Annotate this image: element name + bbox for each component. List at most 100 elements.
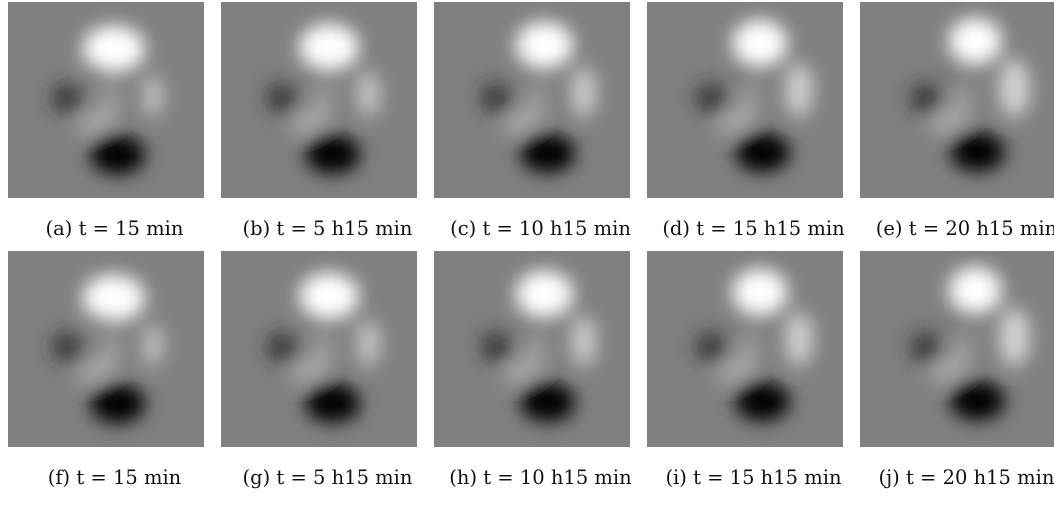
field-blob: [299, 313, 323, 330]
subfigure-caption: (c) t = 10 h15 min: [434, 217, 647, 240]
time-caption: t = 15 h15 min: [693, 466, 842, 489]
field-blob: [77, 105, 120, 134]
field-blob: [503, 105, 546, 134]
subfigure-panel: (d) t = 15 h15 min: [647, 2, 860, 247]
field-blob: [503, 354, 546, 383]
field-blob: [948, 17, 1002, 65]
field-blob: [512, 313, 536, 330]
time-caption: t = 20 h15 min: [906, 466, 1054, 489]
field-image: [860, 251, 1054, 447]
subfigure-caption: (i) t = 15 h15 min: [647, 466, 860, 489]
field-blob: [725, 313, 749, 330]
subfigure-caption: (d) t = 15 h15 min: [647, 217, 860, 240]
field-image: [434, 2, 630, 198]
field-image: [8, 251, 204, 447]
field-blob: [90, 135, 146, 175]
subfigure-panel: (c) t = 10 h15 min: [434, 2, 647, 247]
field-blob: [86, 313, 110, 330]
field-blob: [305, 383, 361, 423]
field-blob: [299, 64, 323, 81]
subfigure-label: (j): [878, 466, 900, 489]
field-blob: [51, 82, 83, 114]
field-blob: [716, 354, 759, 383]
field-blob: [716, 105, 759, 134]
subfigure-panel: (f) t = 15 min: [8, 251, 221, 496]
field-blob: [313, 333, 333, 353]
field-blob: [86, 64, 110, 81]
field-blob: [265, 331, 298, 363]
subfigure-label: (d): [662, 217, 691, 240]
field-blob: [82, 25, 146, 73]
subfigure-label: (i): [665, 466, 687, 489]
field-image: [647, 251, 843, 447]
subfigure-caption: (f) t = 15 min: [8, 466, 221, 489]
subfigure-label: (g): [242, 466, 271, 489]
field-blob: [265, 82, 298, 114]
time-caption: t = 5 h15 min: [276, 217, 413, 240]
field-image: [221, 251, 417, 447]
field-blob: [299, 23, 360, 71]
field-blob: [952, 333, 972, 353]
subfigure-caption: (j) t = 20 h15 min: [860, 466, 1054, 489]
time-caption: t = 10 h15 min: [483, 466, 632, 489]
subfigure-panel: (i) t = 15 h15 min: [647, 251, 860, 496]
field-blob: [784, 311, 814, 367]
field-blob: [100, 333, 120, 353]
field-blob: [948, 266, 1002, 314]
subfigure-panel: (g) t = 5 h15 min: [221, 251, 434, 496]
field-image: [647, 2, 843, 198]
field-blob: [313, 84, 333, 104]
field-blob: [739, 333, 759, 353]
field-blob: [356, 70, 381, 118]
field-blob: [51, 331, 83, 363]
field-blob: [515, 21, 574, 69]
field-blob: [290, 105, 333, 134]
field-blob: [512, 64, 536, 81]
subfigure-label: (b): [242, 217, 271, 240]
field-blob: [938, 64, 962, 81]
subfigure-caption: (e) t = 20 h15 min: [860, 217, 1054, 240]
field-blob: [694, 82, 727, 114]
subfigure-label: (a): [45, 217, 73, 240]
field-blob: [299, 272, 360, 320]
time-caption: t = 15 min: [78, 217, 184, 240]
field-blob: [77, 354, 120, 383]
field-blob: [952, 84, 972, 104]
subfigure-caption: (b) t = 5 h15 min: [221, 217, 434, 240]
field-blob: [526, 333, 546, 353]
field-blob: [520, 382, 576, 422]
field-blob: [998, 307, 1030, 367]
field-blob: [950, 132, 1006, 172]
field-blob: [725, 64, 749, 81]
field-blob: [929, 105, 972, 134]
field-image: [434, 251, 630, 447]
time-caption: t = 15 min: [76, 466, 182, 489]
field-blob: [694, 331, 727, 363]
subfigure-panel: (h) t = 10 h15 min: [434, 251, 647, 496]
field-image: [221, 2, 417, 198]
field-blob: [142, 323, 164, 367]
subfigure-label: (c): [450, 217, 477, 240]
field-blob: [142, 74, 164, 118]
field-blob: [290, 354, 333, 383]
field-image: [8, 2, 204, 198]
field-blob: [480, 82, 512, 114]
field-blob: [526, 84, 546, 104]
field-blob: [356, 319, 381, 367]
field-blob: [732, 268, 788, 316]
field-blob: [82, 274, 146, 322]
field-blob: [998, 58, 1030, 118]
subfigure-caption: (a) t = 15 min: [8, 217, 221, 240]
subfigure-label: (h): [449, 466, 478, 489]
subfigure-panel: (b) t = 5 h15 min: [221, 2, 434, 247]
field-blob: [90, 384, 146, 424]
subfigure-panel: (a) t = 15 min: [8, 2, 221, 247]
subfigure-panel: (e) t = 20 h15 min: [860, 2, 1054, 247]
subfigure-caption: (g) t = 5 h15 min: [221, 466, 434, 489]
field-blob: [735, 381, 791, 422]
field-blob: [570, 66, 597, 118]
time-caption: t = 15 h15 min: [696, 217, 845, 240]
time-caption: t = 20 h15 min: [908, 217, 1054, 240]
field-blob: [950, 381, 1006, 421]
field-blob: [570, 315, 597, 367]
